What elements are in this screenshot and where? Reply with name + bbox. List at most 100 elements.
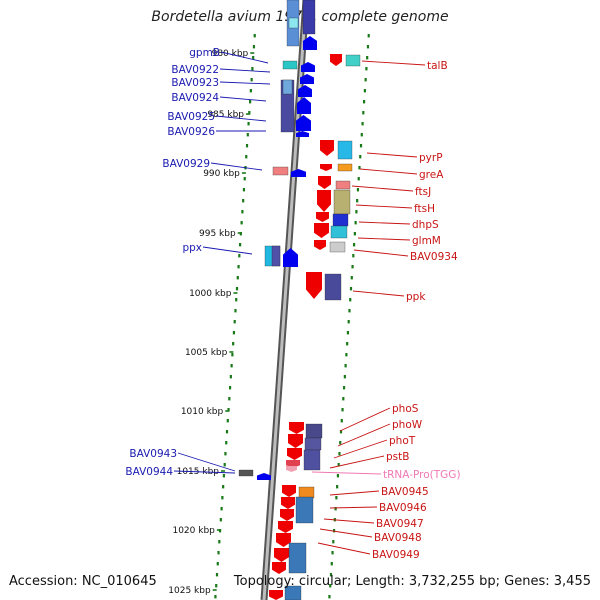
tick-dot-left [253, 34, 256, 38]
reverse-gene-arrow [314, 223, 329, 238]
gene-label-pstb: pstB [386, 451, 409, 463]
leader-dhps [358, 221, 411, 225]
forward-gene-arrow [283, 248, 298, 267]
forward-gene-arrow [291, 169, 306, 177]
gene-label-bav0947: BAV0947 [376, 518, 424, 530]
tick-dot-right [349, 298, 352, 302]
forward-gene-arrow [300, 74, 314, 84]
leader-bav0934 [353, 249, 409, 257]
leader-bav0947 [323, 518, 375, 524]
tick-dot-right [348, 309, 351, 313]
leader-bav0944 [173, 470, 236, 474]
label-leader-lines [173, 51, 426, 555]
tick-dot-right [359, 144, 363, 148]
tick-dot-right [329, 584, 332, 588]
cds-block [335, 180, 351, 190]
tick-dot-right [359, 155, 362, 159]
tick-dot-right [356, 188, 360, 192]
position-1005-kbp: 1005 kbp [185, 348, 228, 358]
tick-dot-left [214, 595, 217, 599]
gene-label-dhps: dhpS [412, 219, 439, 231]
tick-dot-right [341, 408, 344, 412]
tick-dot-left [245, 155, 248, 159]
gene-label-bav0948: BAV0948 [374, 532, 422, 544]
forward-gene-arrow [296, 131, 309, 137]
leader-trna-pro-tgg [311, 471, 382, 475]
tick-dot-left [232, 342, 235, 346]
position-1010-kbp: 1010 kbp [181, 407, 224, 417]
leader-bav0925 [215, 115, 267, 122]
tick-dot-right [358, 166, 361, 170]
tick-dot-left [247, 122, 250, 126]
gene-label-trna-pro-tgg: tRNA-Pro(TGG) [383, 469, 461, 481]
reverse-gene-arrow [278, 521, 293, 533]
tick-dot-left [224, 452, 227, 456]
gene-label-bav0926: BAV0926 [167, 126, 215, 138]
tick-dot-right [360, 133, 363, 137]
gene-label-talb: talB [427, 60, 448, 72]
reverse-gene-arrow [276, 533, 291, 547]
cds-block [333, 189, 351, 215]
cds-block [284, 585, 302, 600]
tick-dot-right [340, 419, 343, 423]
tick-dot-right [367, 34, 370, 38]
tick-dot-left [251, 67, 254, 71]
tick-dot-right [362, 111, 365, 115]
cds-block [305, 423, 323, 439]
gene-label-bav0923: BAV0923 [171, 77, 219, 89]
tick-dot-right [332, 540, 335, 544]
tick-dot-right [363, 89, 366, 93]
cds-block [330, 225, 348, 239]
tick-dot-right [354, 221, 357, 225]
reverse-gene-arrow [282, 485, 296, 497]
gene-label-ftsh: ftsH [414, 203, 435, 215]
tick-dot-right [343, 375, 346, 379]
tick-dot-left [236, 276, 239, 280]
tick-dot-left [232, 331, 236, 335]
accession-text: Accession: NC_010645 [9, 574, 157, 589]
tick-dot-left [215, 573, 219, 577]
leader-gpmb [220, 51, 269, 64]
tick-dot-right [346, 331, 350, 335]
tick-dot-right [338, 452, 341, 456]
gene-label-glmm: glmM [412, 235, 441, 247]
cds-block [288, 17, 299, 29]
reverse-gene-arrow [318, 176, 331, 189]
gene-label-bav0934: BAV0934 [410, 251, 458, 263]
right-gene-labels: talB pyrP greA ftsJ ftsH dhpS glmM BAV0934 ppk ph… [372, 60, 461, 561]
tick-dot-right [361, 122, 364, 126]
gene-label-bav0924: BAV0924 [171, 92, 219, 104]
tick-dot-left [221, 496, 224, 500]
cds-block [345, 54, 361, 67]
tick-dot-right [364, 78, 367, 82]
map-title: Bordetella avium 197N, complete genome [151, 9, 449, 25]
leader-bav0922 [219, 68, 271, 73]
cds-block [337, 163, 353, 172]
leader-bav0945 [329, 490, 380, 496]
tick-dot-right [349, 287, 353, 291]
tick-dot-right [332, 529, 336, 533]
reverse-gene-arrow [281, 497, 295, 509]
cds-block [238, 469, 254, 477]
position-990-kbp: 990 kbp [203, 169, 240, 179]
tick-dot-left [226, 419, 229, 423]
gene-label-pyrp: pyrP [419, 152, 443, 164]
cds-block [332, 213, 349, 227]
tick-dot-left [231, 353, 234, 357]
gene-label-bav0949: BAV0949 [372, 549, 420, 561]
leader-ppx [202, 246, 253, 255]
leader-pyrp [366, 152, 418, 158]
trna-arrow [286, 466, 297, 472]
tick-dot-right [336, 474, 340, 478]
tick-dot-left [238, 254, 241, 258]
tick-dot-right [339, 441, 342, 445]
tick-dot-left [233, 320, 236, 324]
tick-dot-left [225, 441, 228, 445]
tick-dot-left [242, 199, 245, 203]
backbone-highlight [262, 0, 308, 600]
tick-dot-right [363, 100, 366, 104]
topology-text: Topology: circular; Length: 3,732,255 bp… [233, 574, 591, 589]
tick-dot-left [227, 408, 230, 412]
tick-dot-left [249, 100, 252, 104]
